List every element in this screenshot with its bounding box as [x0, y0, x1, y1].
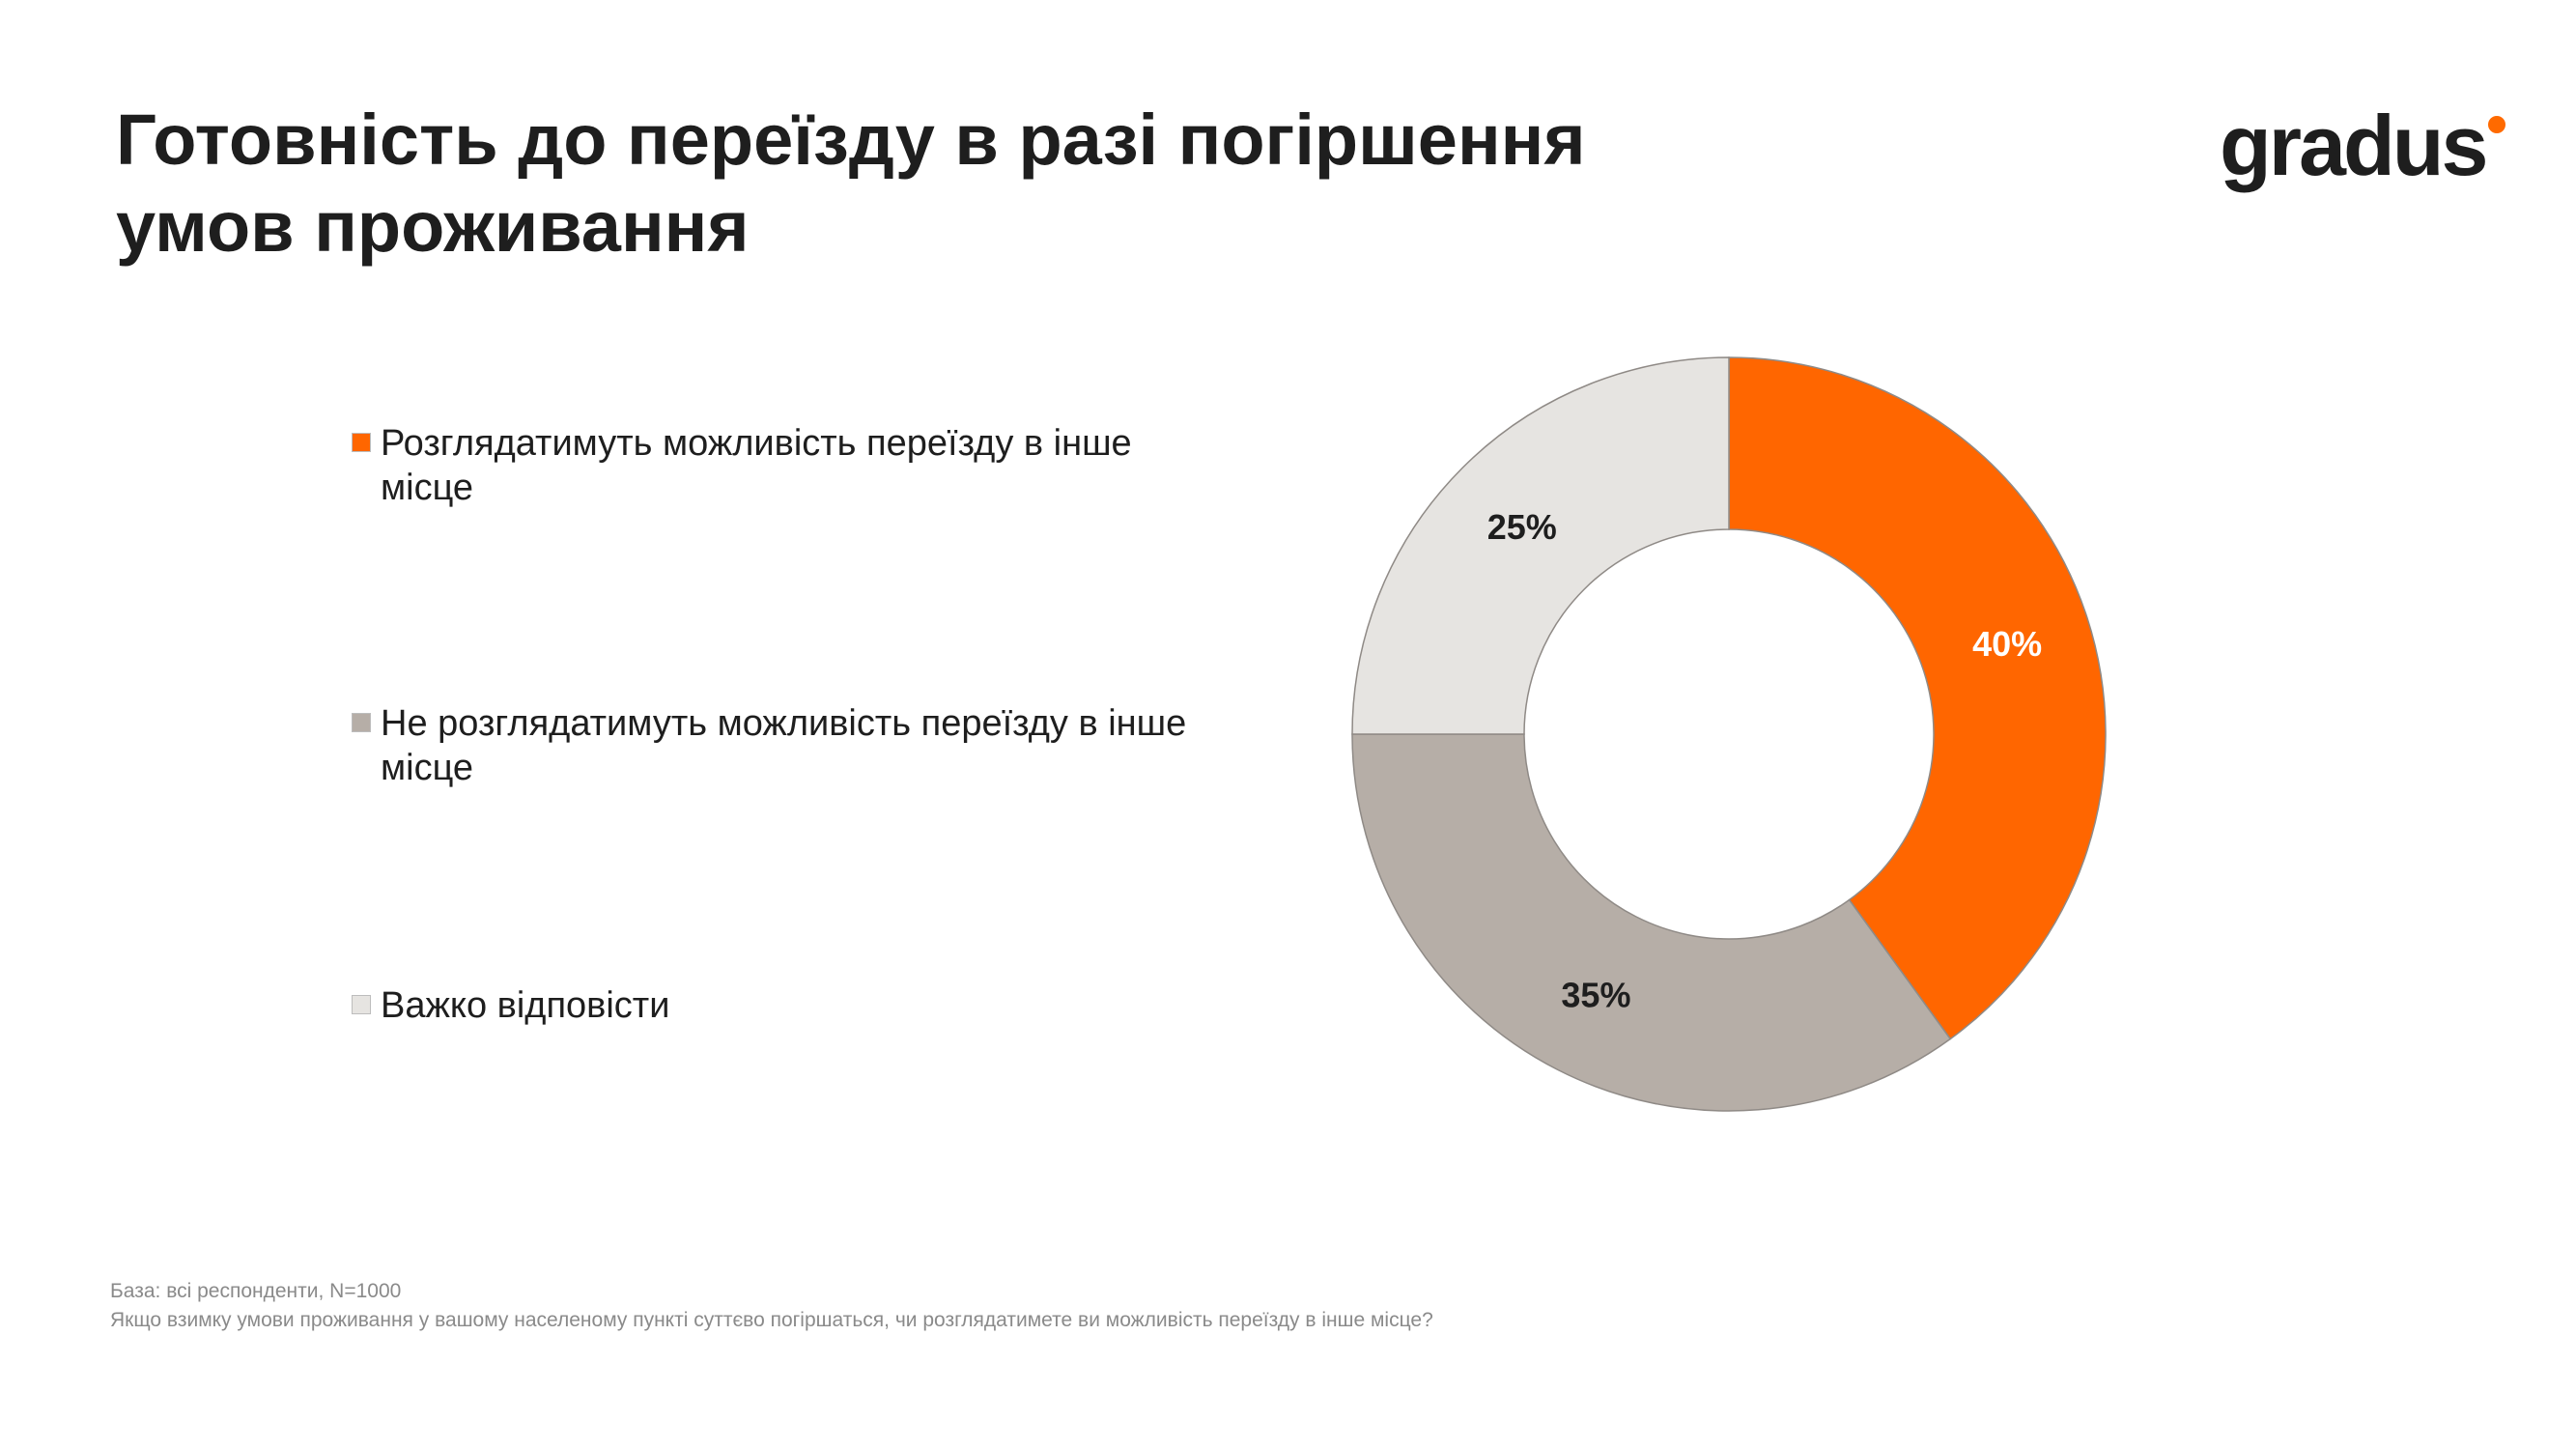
- legend-swatch-hard-to-answer: [352, 995, 371, 1014]
- data-label-not-consider-moving: 35%: [1561, 975, 1630, 1014]
- page-title: Готовність до переїзду в разі погіршення…: [116, 99, 1586, 267]
- data-label-hard-to-answer: 25%: [1487, 507, 1557, 547]
- data-label-consider-moving: 40%: [1972, 624, 2042, 664]
- donut-chart: 40% 35% 25%: [1351, 356, 2107, 1112]
- footnote-base: База: всі респонденти, N=1000: [110, 1280, 402, 1302]
- footnote-question: Якщо взимку умови проживання у вашому на…: [110, 1309, 1433, 1331]
- logo-dot-icon: [2488, 116, 2505, 133]
- legend-item-not-consider-moving: Не розглядатимуть можливість переїзду в …: [352, 701, 1221, 790]
- donut-slice-hard-to-answer: [1351, 356, 1730, 735]
- legend-swatch-consider-moving: [352, 433, 371, 452]
- logo-wordmark: gradus: [2220, 98, 2488, 193]
- legend-item-hard-to-answer: Важко відповісти: [352, 983, 1221, 1028]
- legend-item-consider-moving: Розглядатимуть можливість переїзду в інш…: [352, 421, 1221, 510]
- legend-label-hard-to-answer: Важко відповісти: [381, 985, 670, 1026]
- legend-label-not-consider-moving: Не розглядатимуть можливість переїзду в …: [381, 703, 1187, 788]
- legend-label-consider-moving: Розглядатимуть можливість переїзду в інш…: [381, 423, 1132, 508]
- legend-swatch-not-consider-moving: [352, 713, 371, 732]
- donut-slice-not-consider-moving: [1351, 733, 1952, 1112]
- gradus-logo: gradus: [2220, 93, 2509, 209]
- donut-slice-consider-moving: [1728, 356, 2107, 1040]
